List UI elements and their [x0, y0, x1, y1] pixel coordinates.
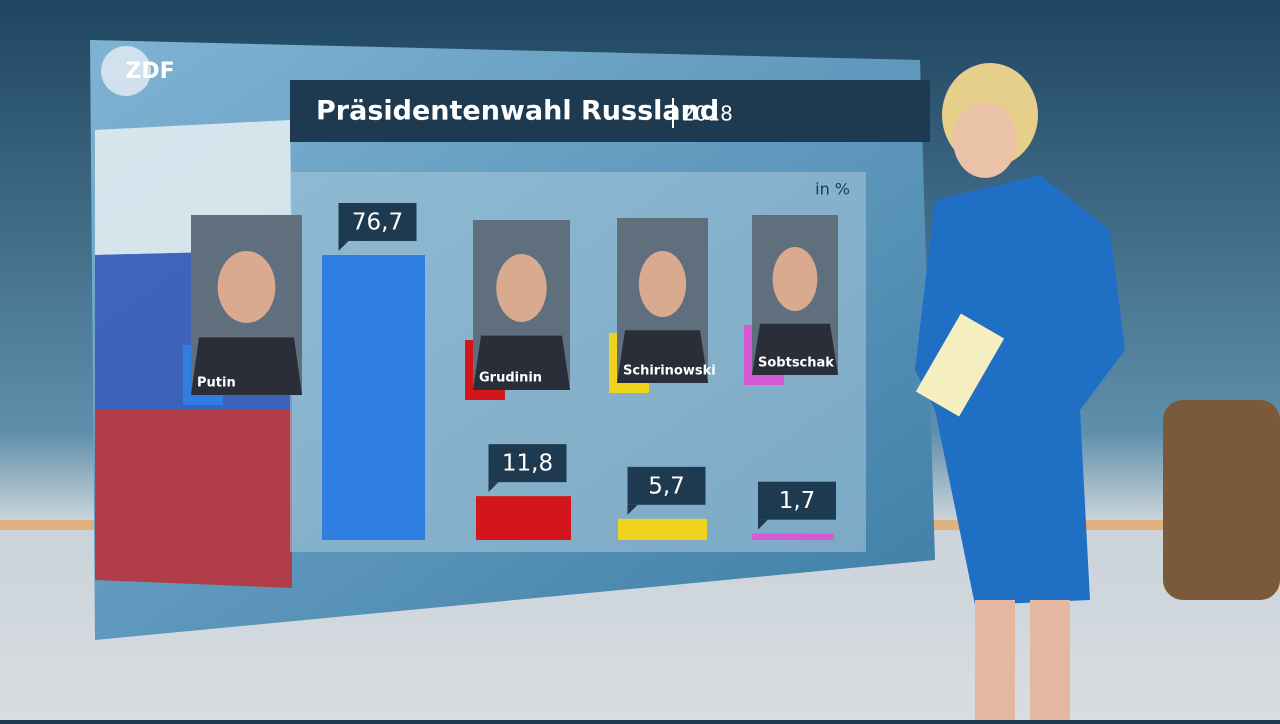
value-label-box — [627, 466, 706, 505]
value-label-box — [758, 481, 836, 520]
presenter — [915, 63, 1125, 720]
logo-circle — [101, 46, 151, 96]
category-label: Schirinowski — [623, 364, 716, 379]
value-label-pointer — [627, 504, 638, 515]
value-label: 5,7 — [648, 473, 685, 499]
photo-body — [752, 323, 838, 375]
title-bar — [290, 80, 930, 142]
photo-head — [638, 251, 687, 317]
bar — [322, 255, 425, 540]
desk — [1163, 400, 1280, 600]
category-label: Putin — [197, 376, 236, 391]
value-label-box — [488, 444, 567, 483]
bar — [752, 533, 834, 540]
value-label: 1,7 — [779, 488, 816, 514]
value-label-pointer — [758, 519, 768, 530]
photo-head — [217, 251, 276, 323]
flag-red — [95, 410, 292, 588]
chart-title: Präsidentenwahl Russland — [316, 96, 719, 127]
value-label-box — [338, 203, 417, 241]
value-label-pointer — [338, 241, 349, 251]
value-label-pointer — [488, 482, 499, 493]
photo-body — [473, 335, 570, 390]
photo-head — [496, 254, 547, 322]
channel-logo: ZDF — [125, 59, 174, 84]
value-label: 11,8 — [502, 451, 553, 477]
category-label: Grudinin — [479, 371, 542, 386]
value-label: 76,7 — [352, 210, 403, 236]
photo-body — [617, 330, 708, 383]
bar — [618, 518, 707, 540]
bar — [476, 496, 571, 540]
unit-label: in % — [815, 180, 850, 199]
photo-body — [191, 337, 302, 395]
chart-subtitle: 2018 — [682, 102, 733, 126]
photo-head — [772, 247, 818, 311]
category-label: Sobtschak — [758, 356, 834, 371]
